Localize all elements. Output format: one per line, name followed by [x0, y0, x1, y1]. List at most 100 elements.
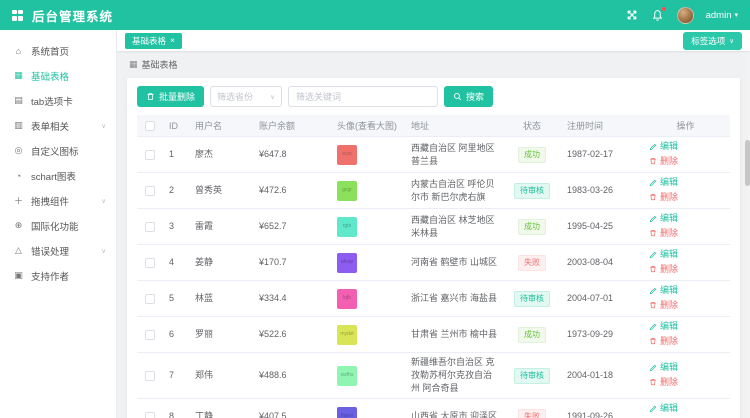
column-header-date: 注册时间 [559, 115, 641, 137]
tab-basic-table[interactable]: 基础表格 × [125, 32, 182, 49]
cell-username: 曾秀英 [187, 172, 251, 209]
row-checkbox[interactable] [145, 293, 155, 304]
edit-button[interactable]: 编辑 [649, 320, 678, 333]
edit-label: 编辑 [660, 249, 679, 259]
user-avatar[interactable]: mydst [337, 324, 357, 345]
batch-delete-button[interactable]: 批量删除 [137, 86, 205, 107]
delete-button[interactable]: 删除 [649, 227, 678, 240]
edit-label: 编辑 [660, 403, 679, 413]
select-all-checkbox[interactable] [145, 120, 155, 131]
sidebar-item-schart[interactable]: ◔ schart图表 [0, 163, 116, 188]
chevron-down-icon: ∨ [101, 247, 106, 255]
delete-button[interactable]: 删除 [649, 376, 678, 389]
cell-balance: ¥170.7 [251, 244, 329, 281]
data-table: ID 用户名 账户余额 头像(查看大图) 地址 状态 注册时间 操作 [137, 115, 730, 418]
sidebar-item-basic-table[interactable]: ▦ 基础表格 [0, 63, 116, 88]
sidebar-item-drag[interactable]: ＋ 拖拽组件 ∨ [0, 188, 116, 213]
sidebar-item-home[interactable]: ⌂ 系统首页 [0, 38, 116, 63]
sidebar-item-forms[interactable]: ▥ 表单相关 ∨ [0, 113, 116, 138]
row-checkbox[interactable] [145, 185, 155, 196]
edit-button[interactable]: 编辑 [649, 284, 678, 297]
pencil-icon [649, 405, 657, 412]
sidebar-item-support[interactable]: ▣ 支持作者 [0, 263, 116, 288]
chevron-down-icon: ∨ [101, 122, 106, 130]
cell-balance: ¥652.7 [251, 208, 329, 245]
delete-label: 删除 [660, 299, 679, 310]
window-scrollbar[interactable] [745, 30, 750, 418]
row-checkbox[interactable] [145, 221, 155, 232]
edit-button[interactable]: 编辑 [649, 248, 678, 261]
scrollbar-thumb[interactable] [745, 140, 750, 186]
row-checkbox[interactable] [145, 370, 155, 381]
search-icon [454, 92, 462, 101]
cell-date: 1995-04-25 [559, 208, 641, 245]
column-header-avatar: 头像(查看大图) [329, 115, 403, 137]
search-button[interactable]: 搜索 [444, 86, 494, 107]
user-menu[interactable]: admin ▾ [706, 10, 738, 21]
sidebar-item-custom-icons[interactable]: ◎ 自定义图标 [0, 138, 116, 163]
row-checkbox[interactable] [145, 329, 155, 340]
edit-button[interactable]: 编辑 [649, 361, 678, 374]
edit-button[interactable]: 编辑 [649, 402, 678, 415]
sidebar-item-error[interactable]: △ 错误处理 ∨ [0, 238, 116, 263]
pencil-icon [649, 179, 657, 186]
user-avatar-header[interactable] [676, 6, 694, 24]
cell-username: 丁静 [187, 398, 251, 418]
pencil-icon [649, 364, 657, 371]
sidebar-item-i18n[interactable]: ⊕ 国际化功能 [0, 213, 116, 238]
sidebar-item-label: tab选项卡 [31, 96, 73, 108]
user-avatar[interactable]: afeap [337, 252, 357, 273]
tag-options-button[interactable]: 标签选项 ∨ [683, 31, 742, 50]
edit-label: 编辑 [660, 141, 679, 151]
status-badge: 失败 [518, 254, 546, 271]
delete-button[interactable]: 删除 [649, 263, 678, 276]
status-badge: 成功 [518, 326, 546, 343]
pencil-icon [649, 287, 657, 294]
trash-icon [650, 302, 656, 309]
edit-button[interactable]: 编辑 [649, 176, 678, 189]
delete-button[interactable]: 删除 [649, 299, 678, 312]
delete-button[interactable]: 删除 [649, 191, 678, 204]
sidebar: ⌂ 系统首页 ▦ 基础表格 ▤ tab选项卡 ▥ 表单相关 ∨ ◎ 自定义图标 … [0, 30, 117, 418]
status-badge: 待审核 [514, 290, 550, 307]
user-avatar[interactable]: gcgr [337, 180, 357, 201]
user-avatar[interactable]: ectx [337, 144, 357, 165]
user-avatar[interactable]: rgtn [337, 216, 357, 237]
trash-icon [650, 379, 656, 386]
edit-button[interactable]: 编辑 [649, 212, 678, 225]
delete-button[interactable]: 删除 [649, 335, 678, 348]
keyword-input[interactable] [288, 86, 439, 107]
cell-id: 1 [161, 136, 187, 173]
user-avatar[interactable]: lqfb [337, 288, 357, 309]
cell-date: 1973-09-29 [559, 316, 641, 353]
fullscreen-icon[interactable] [625, 8, 639, 22]
cell-date: 1983-03-26 [559, 172, 641, 209]
notifications-bell-icon[interactable] [651, 7, 666, 22]
table-row: 8 丁静 ¥407.5 tfakm 山西省 太原市 迎泽区 失败 1991-09… [137, 398, 730, 418]
app-title: 后台管理系统 [32, 9, 114, 24]
cell-username: 罗丽 [187, 316, 251, 353]
sidebar-item-tabs[interactable]: ▤ tab选项卡 [0, 88, 116, 113]
row-checkbox[interactable] [145, 257, 155, 268]
batch-delete-label: 批量删除 [159, 92, 196, 102]
status-badge: 成功 [518, 218, 546, 235]
row-checkbox[interactable] [145, 149, 155, 160]
province-select[interactable]: 筛选省份 ∨ [210, 86, 283, 107]
delete-label: 删除 [660, 191, 679, 202]
cell-address: 甘肃省 兰州市 榆中县 [403, 316, 505, 353]
trash-icon [650, 158, 656, 165]
tag-options-label: 标签选项 [691, 35, 726, 46]
cell-username: 姜静 [187, 244, 251, 281]
close-icon[interactable]: × [170, 35, 175, 46]
cell-username: 林蓝 [187, 280, 251, 317]
row-checkbox[interactable] [145, 411, 155, 418]
cell-date: 2004-07-01 [559, 280, 641, 317]
edit-button[interactable]: 编辑 [649, 140, 678, 153]
notification-dot [661, 7, 666, 11]
user-avatar[interactable]: tfakm [337, 406, 357, 418]
cell-id: 7 [161, 352, 187, 399]
cell-balance: ¥472.6 [251, 172, 329, 209]
cell-id: 6 [161, 316, 187, 353]
delete-button[interactable]: 删除 [649, 155, 678, 168]
user-avatar[interactable]: swfhs [337, 365, 357, 386]
